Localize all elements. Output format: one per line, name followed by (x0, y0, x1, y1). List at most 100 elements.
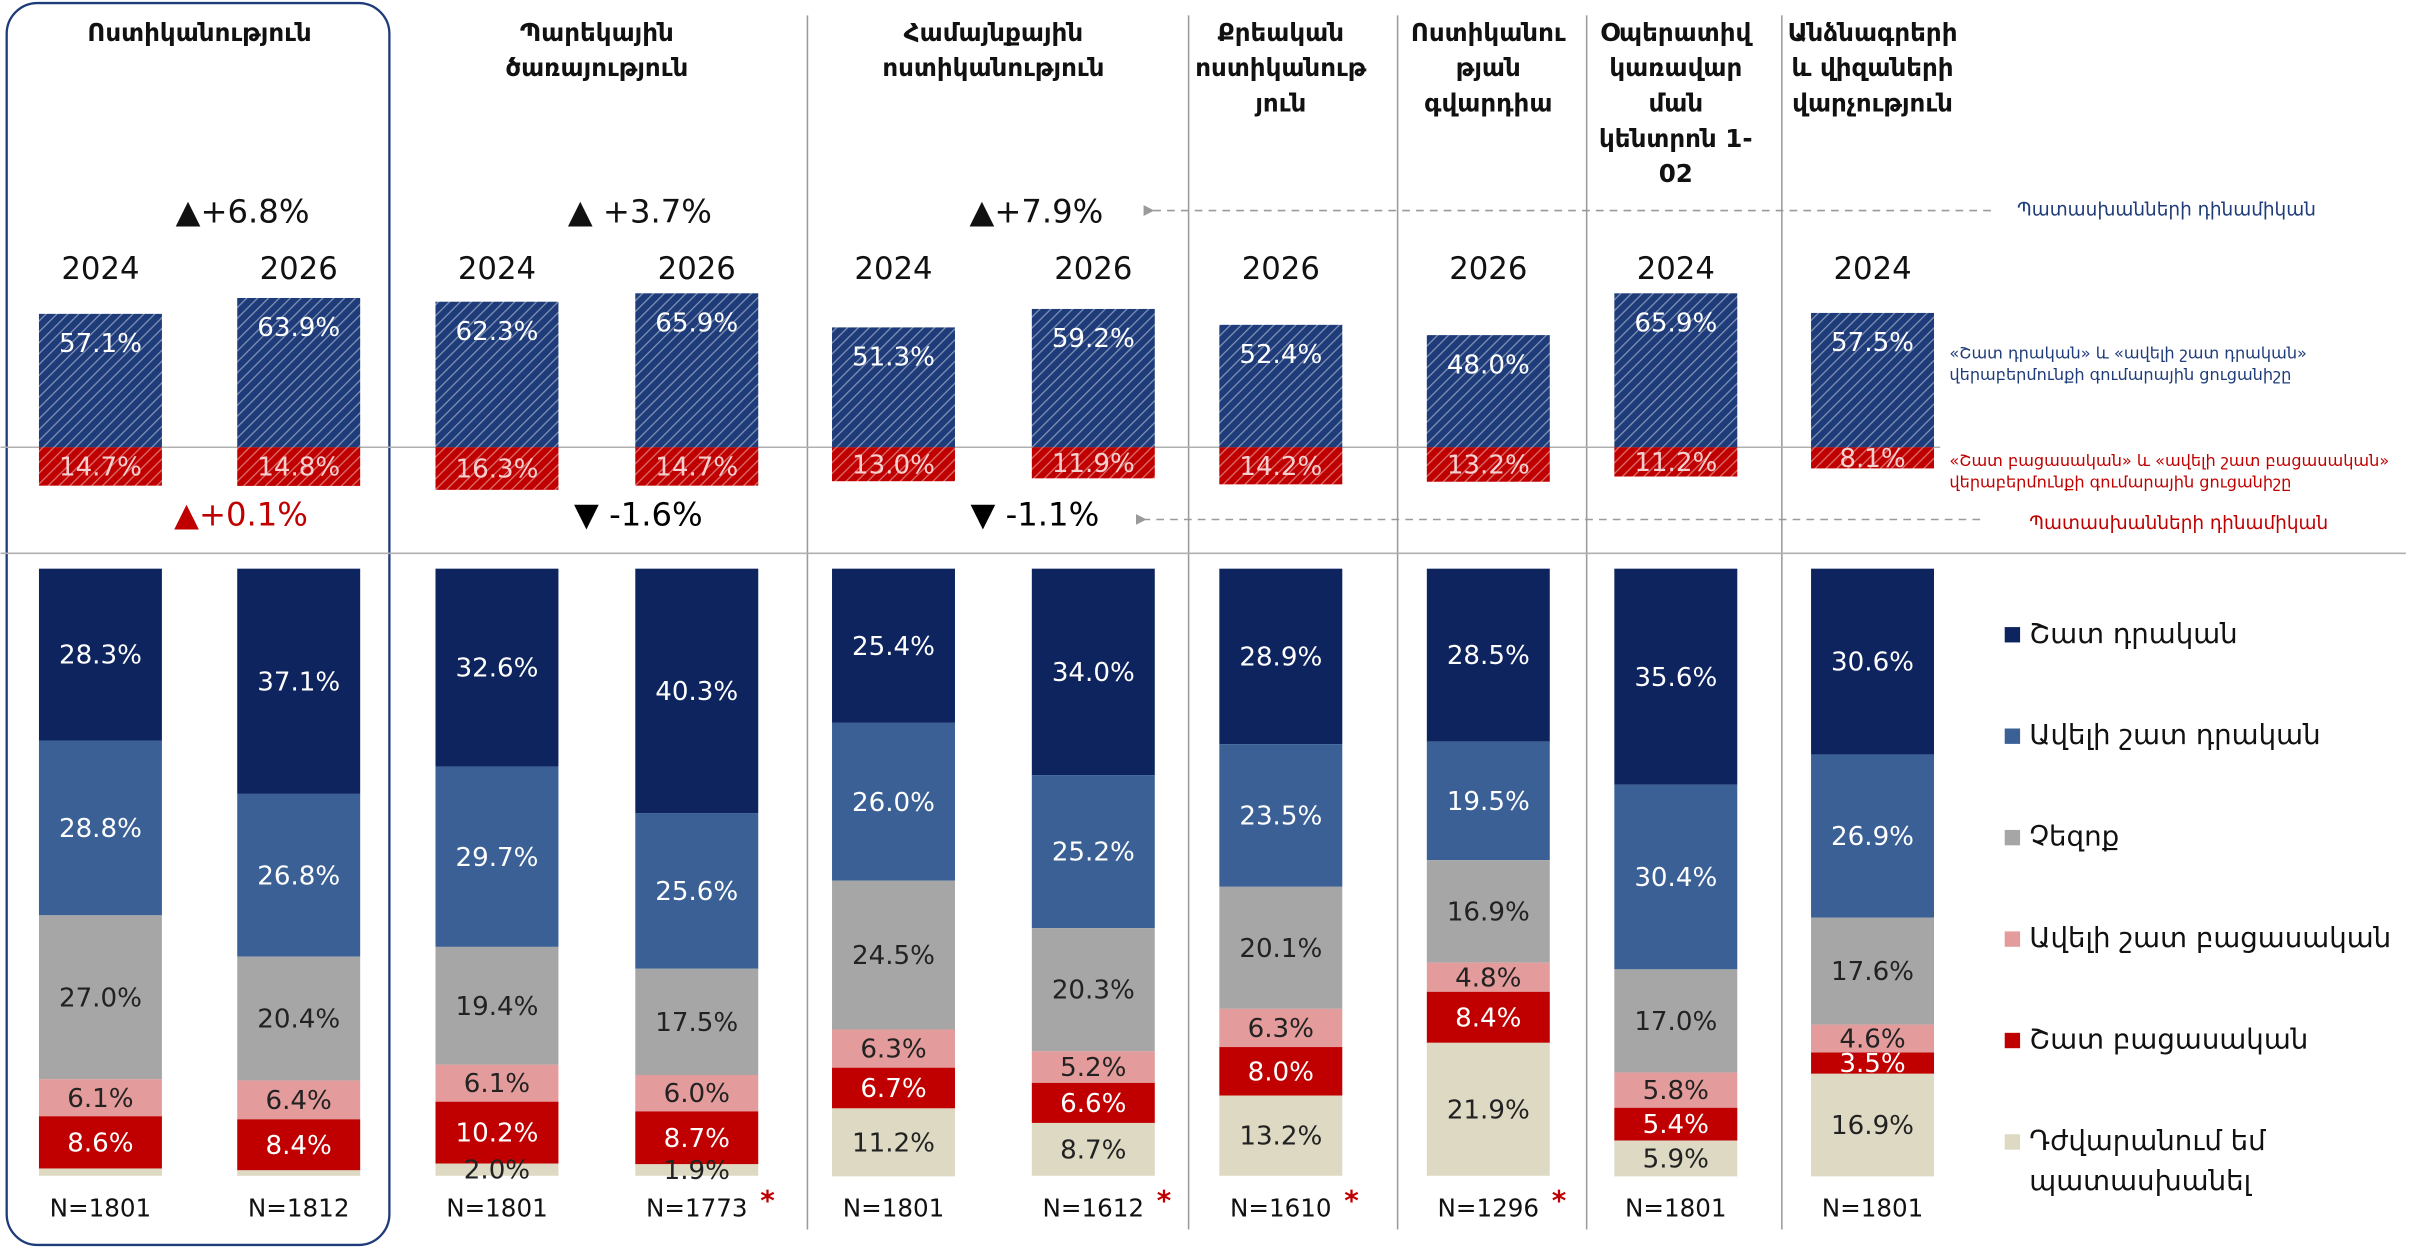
segment-label: 20.1% (1239, 934, 1322, 964)
net-negative-bar (635, 447, 759, 486)
segment-label: 6.3% (1248, 1014, 1314, 1044)
segment-label: 6.1% (67, 1084, 133, 1114)
net-value-label: 57.1% (59, 329, 142, 359)
stack-segment (38, 568, 162, 741)
net-value-label: 65.9% (655, 309, 738, 339)
net-value-label: 16.3% (455, 455, 538, 485)
legend-label: Չեզոք (2029, 820, 2119, 853)
group-title-line: ոստիկանություն (882, 53, 1104, 82)
stack-segment (1031, 1122, 1155, 1176)
n-label: N=1612 (1043, 1194, 1145, 1223)
group-title-line: 02 (1659, 159, 1693, 188)
year-label: 2024 (61, 251, 139, 287)
group-title: Ոստիկանություն (87, 18, 311, 47)
stack-segment (1031, 1051, 1155, 1083)
group-title-line: Քրեական (1218, 18, 1344, 47)
stack-segment (1219, 1095, 1343, 1176)
net-value-label: 62.3% (455, 317, 538, 347)
stack-segment (237, 1080, 361, 1120)
group-title-line: գվարդիա (1424, 89, 1552, 118)
segment-label: 20.4% (257, 1005, 340, 1035)
segment-label: 6.0% (664, 1079, 730, 1109)
group-title-line: և վիզաների (1791, 53, 1953, 82)
year-label: 2024 (854, 251, 932, 287)
stack-segment (237, 956, 361, 1081)
segment-label: 8.7% (664, 1124, 730, 1154)
segment-label: 25.4% (852, 632, 935, 662)
stack-segment (38, 740, 162, 916)
stack-segment (635, 568, 759, 814)
stack-segment (1811, 754, 1935, 918)
segment-label: 17.0% (1634, 1007, 1717, 1037)
stack-segment (635, 968, 759, 1075)
stack-segment (237, 1119, 361, 1171)
positive-change: ▲+6.8% (176, 193, 310, 231)
n-label: N=1801 (446, 1194, 548, 1223)
group-title: Համայնքային ոստիկանություն (882, 18, 1104, 82)
group-title-line: Օպերատիվ (1600, 18, 1753, 47)
segment-label: 37.1% (257, 667, 340, 697)
negative-change: ▼ -1.6% (574, 495, 703, 533)
stack-segment (1614, 1140, 1738, 1177)
segment-label: 8.4% (1455, 1003, 1521, 1033)
stack-segment (237, 568, 361, 794)
n-label: N=1812 (248, 1194, 350, 1223)
net-negative-bar (1219, 447, 1343, 485)
segment-label: 28.9% (1239, 642, 1322, 672)
segment-label: 6.3% (860, 1035, 926, 1065)
stack-segment (435, 946, 559, 1065)
stack-segment (38, 1079, 162, 1117)
n-label: N=1801 (50, 1194, 152, 1223)
segment-label: 6.4% (266, 1086, 332, 1116)
stack-segment (1031, 1082, 1155, 1123)
net-legend-line: վերաբերմունքի գումարային ցուցանիշը (1949, 472, 2291, 491)
legend-label: Շատ բացասական (2029, 1023, 2308, 1056)
segment-label: 13.2% (1239, 1122, 1322, 1152)
group-title-line: կառավար (1609, 53, 1742, 82)
stack-segment (1811, 917, 1935, 1025)
stack-segment (237, 1170, 361, 1176)
stack-segment (1614, 568, 1738, 785)
net-legend-line: «Շատ դրական» և «ավելի շատ դրական» (1949, 343, 2307, 362)
segment-label: 8.6% (67, 1128, 133, 1158)
segment-label: 16.9% (1831, 1111, 1914, 1141)
net-value-label: 8.1% (1839, 444, 1905, 474)
stack-segment (832, 722, 955, 881)
segment-label: 32.6% (455, 654, 538, 684)
segment-label: 35.6% (1634, 663, 1717, 693)
stack-segment (38, 1168, 162, 1176)
dynamics-label: Պատասխանների դինամիկան (2029, 513, 2328, 534)
group-title-line: ոստիկանութ (1195, 53, 1367, 82)
net-legend: «Շատ դրական» և «ավելի շատ դրական» վերաբեր… (1949, 343, 2307, 384)
highlight-frame (5, 1, 391, 1247)
legend-label: Դժվարանում եմ պատասխանել (2029, 1124, 2266, 1197)
segment-label: 28.5% (1447, 641, 1530, 671)
segment-label: 6.6% (1060, 1089, 1126, 1119)
n-label: N=1610 (1230, 1194, 1332, 1223)
flag-marker: * (760, 1184, 774, 1217)
group-title: Քրեական ոստիկանութ յուն (1195, 18, 1367, 118)
net-negative-bar (435, 447, 559, 490)
year-label: 2026 (1242, 251, 1320, 287)
group-title-line: թյան (1456, 53, 1521, 82)
segment-label: 5.9% (1643, 1144, 1709, 1174)
stack-segment (1219, 1047, 1343, 1096)
segment-label: 30.6% (1831, 648, 1914, 678)
segment-label: 30.4% (1634, 863, 1717, 893)
net-legend-line: «Շատ բացասական» և «ավելի շատ բացասական» (1949, 451, 2389, 470)
legend-label-line: պատասխանել (2029, 1164, 2252, 1197)
group-title: Ոստիկանու թյան գվարդիա (1411, 18, 1566, 118)
net-negative-bar (832, 447, 955, 482)
net-value-label: 51.3% (852, 343, 935, 373)
legend-swatch (2004, 829, 2021, 846)
group-title: Պարեկային ծառայություն (505, 18, 688, 82)
legend-label: Ավելի շատ դրական (2029, 718, 2320, 751)
stack-segment (832, 568, 955, 723)
segment-label: 25.6% (655, 877, 738, 907)
segment-label: 17.5% (655, 1008, 738, 1038)
stack-segment (1614, 969, 1738, 1073)
stack-segment (1219, 1008, 1343, 1048)
net-value-label: 11.2% (1634, 448, 1717, 478)
segment-label: 23.5% (1239, 801, 1322, 831)
flag-marker: * (1157, 1184, 1171, 1217)
